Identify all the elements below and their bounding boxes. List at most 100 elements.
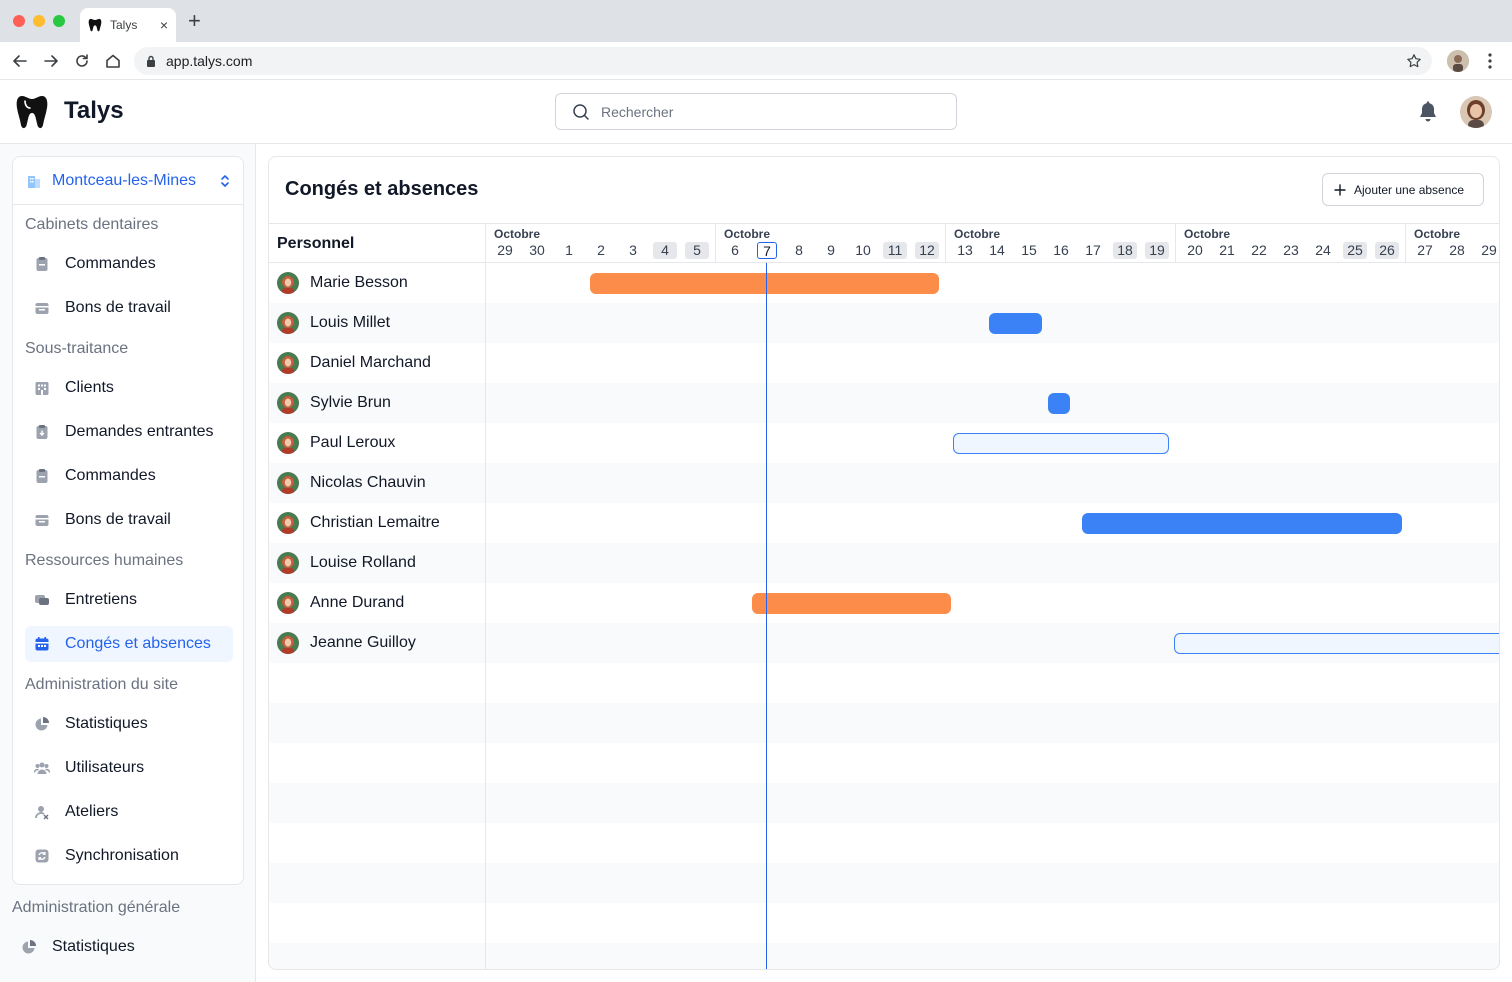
absence-bar-jeanne-guilloy[interactable] — [1174, 633, 1499, 654]
sidebar: Montceau-les-Mines Cabinets dentaires Co… — [0, 144, 256, 982]
date-cell: 13 — [957, 242, 973, 258]
month-label: Octobre — [724, 227, 771, 241]
window-close-button[interactable] — [13, 15, 25, 27]
sidebar-item-label: Clients — [65, 379, 114, 396]
browser-profile-avatar[interactable] — [1447, 50, 1469, 72]
personnel-row[interactable]: Sylvie Brun — [269, 383, 1499, 423]
new-tab-button[interactable]: + — [188, 8, 201, 33]
sidebar-item-entretiens[interactable]: Entretiens — [25, 582, 233, 618]
personnel-row[interactable]: Marie Besson — [269, 263, 1499, 303]
personnel-row[interactable]: Louise Rolland — [269, 543, 1499, 583]
sync-icon — [35, 849, 49, 863]
date-cell: 9 — [827, 242, 835, 258]
site-name: Montceau-les-Mines — [52, 171, 197, 189]
absence-bar-louis-millet[interactable] — [989, 313, 1042, 334]
reload-icon[interactable] — [73, 52, 91, 70]
personnel-row[interactable]: Paul Leroux — [269, 423, 1499, 463]
sidebar-item-site-statistiques[interactable]: Statistiques — [25, 706, 233, 742]
person-avatar — [277, 312, 299, 334]
window-zoom-button[interactable] — [53, 15, 65, 27]
browser-tab-bar: Talys × + — [0, 0, 1512, 42]
section-administration-du-site: Administration du site — [25, 676, 178, 693]
brand-name[interactable]: Talys — [64, 97, 124, 124]
person-name: Louis Millet — [310, 314, 391, 331]
date-cell: 5 — [685, 242, 709, 259]
sidebar-item-label: Commandes — [65, 467, 156, 484]
sidebar-item-utilisateurs[interactable]: Utilisateurs — [25, 750, 233, 786]
address-bar[interactable]: app.talys.com — [134, 47, 1432, 75]
tab-close-icon[interactable]: × — [159, 17, 168, 33]
building-icon — [28, 175, 40, 188]
absence-bar-anne-durand[interactable] — [752, 593, 951, 614]
sidebar-item-ateliers[interactable]: Ateliers — [25, 794, 233, 830]
notification-bell-icon[interactable] — [1418, 101, 1438, 123]
person-avatar — [277, 472, 299, 494]
sidebar-item-cabinets-bons-de-travail[interactable]: Bons de travail — [25, 290, 233, 326]
add-absence-label: Ajouter une absence — [1354, 182, 1465, 197]
search-input[interactable] — [601, 103, 931, 120]
back-arrow-icon[interactable] — [11, 52, 29, 70]
chevron-up-down-icon — [221, 174, 229, 187]
empty-row — [269, 943, 1499, 969]
date-cell: 1 — [565, 242, 573, 258]
personnel-row[interactable]: Nicolas Chauvin — [269, 463, 1499, 503]
app-header: Talys — [0, 80, 1512, 144]
absence-bar-paul-leroux[interactable] — [953, 433, 1169, 454]
user-avatar[interactable] — [1460, 96, 1492, 128]
lock-icon — [147, 55, 155, 67]
sidebar-item-label: Bons de travail — [65, 299, 171, 316]
date-cell: 28 — [1449, 242, 1465, 258]
sidebar-item-demandes-entrantes[interactable]: Demandes entrantes — [25, 414, 233, 450]
month-label: Octobre — [1414, 227, 1461, 241]
date-cell: 8 — [795, 242, 803, 258]
plus-icon — [1334, 183, 1346, 196]
sidebar-item-soustraitance-bons-de-travail[interactable]: Bons de travail — [25, 502, 233, 538]
section-administration-generale: Administration générale — [12, 899, 181, 916]
absence-bar-sylvie-brun[interactable] — [1048, 393, 1070, 414]
sidebar-item-generale-statistiques[interactable]: Statistiques — [12, 929, 220, 965]
personnel-row[interactable]: Anne Durand — [269, 583, 1499, 623]
date-cell: 23 — [1283, 242, 1299, 258]
sidebar-item-label: Congés et absences — [65, 635, 211, 652]
window-minimize-button[interactable] — [33, 15, 45, 27]
person-avatar — [277, 632, 299, 654]
page-title: Congés et absences — [285, 178, 479, 200]
month-label: Octobre — [954, 227, 1001, 241]
forward-arrow-icon[interactable] — [42, 52, 60, 70]
person-name: Christian Lemaitre — [310, 514, 440, 531]
sidebar-item-clients[interactable]: Clients — [25, 370, 233, 406]
buildings-icon — [35, 382, 49, 395]
section-ressources-humaines: Ressources humaines — [25, 552, 184, 569]
sidebar-item-synchronisation[interactable]: Synchronisation — [25, 838, 233, 874]
date-cell: 18 — [1113, 242, 1137, 259]
sidebar-item-conges-et-absences[interactable]: Congés et absences — [25, 626, 233, 662]
home-icon[interactable] — [104, 52, 122, 70]
search-box[interactable] — [555, 93, 957, 130]
browser-tab[interactable]: Talys × — [80, 8, 176, 42]
archive-box-icon — [35, 515, 49, 526]
sidebar-item-cabinets-commandes[interactable]: Commandes — [25, 246, 233, 282]
month-label: Octobre — [494, 227, 541, 241]
person-avatar — [277, 552, 299, 574]
bookmark-star-icon[interactable] — [1406, 53, 1422, 69]
site-selector[interactable]: Montceau-les-Mines — [13, 157, 243, 205]
date-cell: 27 — [1417, 242, 1433, 258]
search-icon — [573, 103, 589, 120]
add-absence-button[interactable]: Ajouter une absence — [1322, 173, 1484, 206]
browser-menu-icon[interactable] — [1488, 53, 1492, 69]
calendar-icon — [35, 637, 49, 651]
sidebar-item-label: Statistiques — [65, 715, 148, 732]
tab-title: Talys — [110, 18, 138, 32]
personnel-row[interactable]: Louis Millet — [269, 303, 1499, 343]
sidebar-item-label: Ateliers — [65, 803, 119, 820]
absence-bar-marie-besson[interactable] — [590, 273, 939, 294]
personnel-row[interactable]: Daniel Marchand — [269, 343, 1499, 383]
talys-logo-icon[interactable] — [16, 95, 48, 129]
sidebar-item-soustraitance-commandes[interactable]: Commandes — [25, 458, 233, 494]
personnel-row[interactable]: Christian Lemaitre — [269, 503, 1499, 543]
person-name: Jeanne Guilloy — [310, 634, 416, 651]
absence-bar-christian-lemaitre[interactable] — [1082, 513, 1402, 534]
clipboard-icon — [36, 257, 48, 271]
today-date-cell: 7 — [757, 242, 777, 259]
person-avatar — [277, 352, 299, 374]
